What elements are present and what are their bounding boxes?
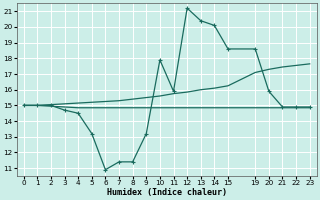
X-axis label: Humidex (Indice chaleur): Humidex (Indice chaleur) (107, 188, 227, 197)
